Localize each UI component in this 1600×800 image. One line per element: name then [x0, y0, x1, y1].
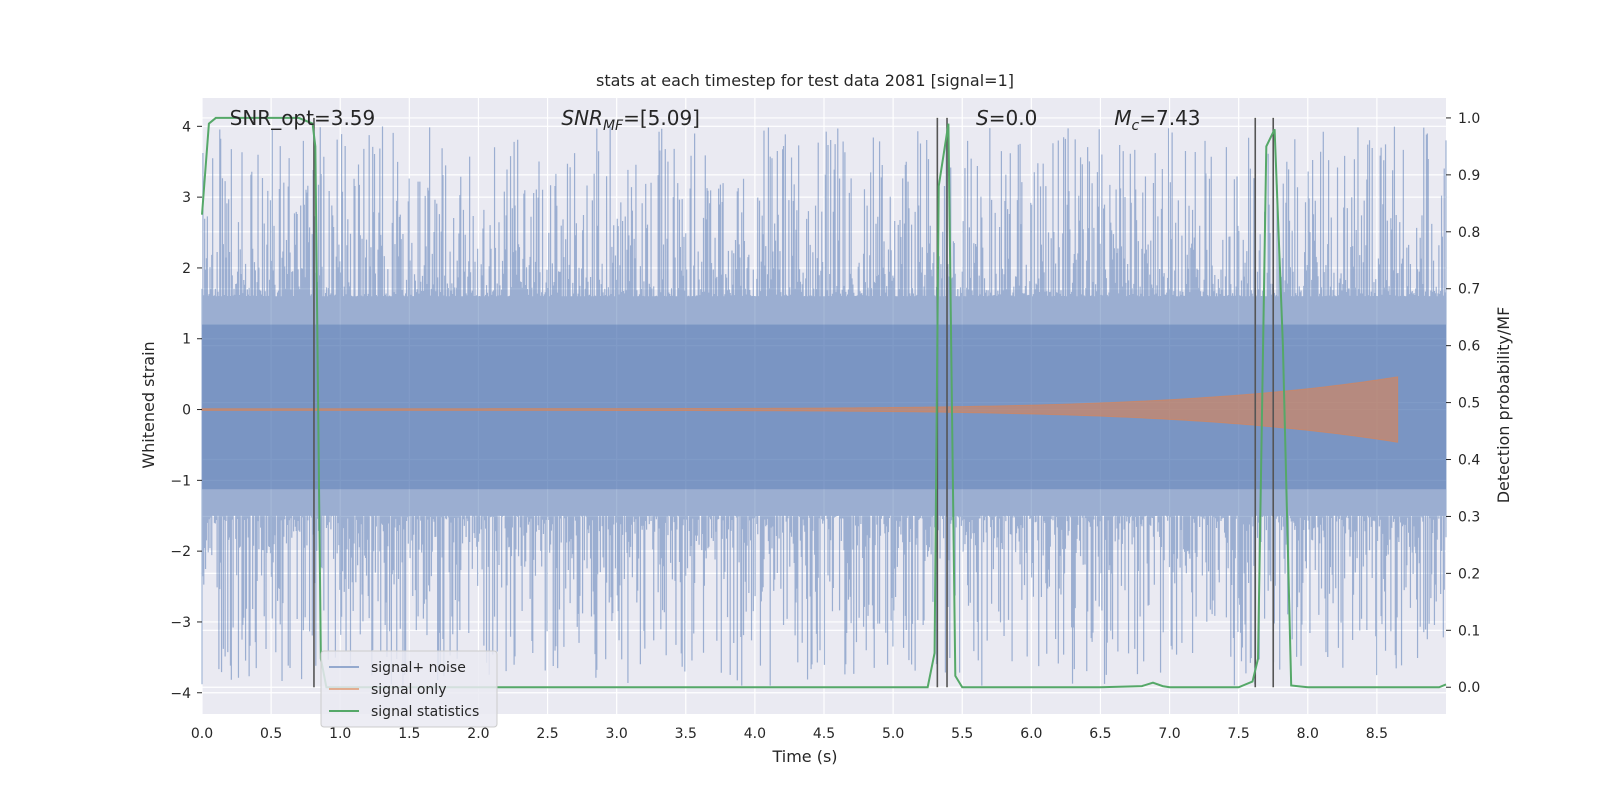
x-tick-label: 1.0: [329, 726, 351, 742]
y-tick-label-left: 4: [182, 119, 191, 135]
y-tick-label-right: 0.0: [1458, 680, 1480, 696]
x-tick-label: 6.5: [1089, 726, 1111, 742]
y-axis-right-label: Detection probability/MF: [1494, 307, 1513, 504]
x-tick-label: 5.0: [882, 726, 904, 742]
y-tick-label-right: 0.3: [1458, 509, 1480, 525]
legend-frame: [320, 650, 498, 728]
y-tick-label-right: 0.4: [1458, 453, 1480, 469]
legend: signal+ noise signal only signal statist…: [320, 650, 498, 728]
y-tick-label-left: 2: [182, 261, 191, 277]
series-signal-noise: [201, 126, 1447, 686]
y-tick-label-left: −1: [170, 473, 191, 489]
series-signal-statistics: [201, 116, 1447, 689]
x-tick-label: 4.0: [744, 726, 766, 742]
y-tick-label-right: 0.7: [1458, 282, 1480, 298]
x-tick-label: 3.5: [675, 726, 697, 742]
y-tick-label-right: 0.8: [1458, 225, 1480, 241]
legend-label-signal-statistics: signal statistics: [371, 704, 479, 720]
legend-label-signal-only: signal only: [371, 682, 446, 698]
x-tick-label: 8.0: [1297, 726, 1319, 742]
x-tick-label: 0.0: [191, 726, 213, 742]
y-tick-label-right: 1.0: [1458, 111, 1480, 127]
y-tick-label-right: 0.6: [1458, 339, 1480, 355]
chart-title: stats at each timestep for test data 208…: [596, 71, 1014, 90]
x-tick-label: 4.5: [813, 726, 835, 742]
series-signal-only: [201, 376, 1399, 443]
x-tick-label: 7.0: [1158, 726, 1180, 742]
x-tick-label: 5.5: [951, 726, 973, 742]
x-axis-label: Time (s): [771, 747, 837, 766]
x-tick-label: 0.5: [260, 726, 282, 742]
x-tick-label: 2.5: [536, 726, 558, 742]
annotation-0: SNR_opt=3.59: [230, 106, 376, 130]
y-tick-label-right: 0.2: [1458, 566, 1480, 582]
annotation-2: S=0.0: [976, 106, 1037, 130]
x-tick-label: 6.0: [1020, 726, 1042, 742]
y-tick-label-left: −2: [170, 544, 191, 560]
annotation-3: Mc=7.43: [1114, 106, 1200, 134]
x-tick-label: 8.5: [1366, 726, 1388, 742]
y-tick-label-left: 1: [182, 332, 191, 348]
y-tick-label-right: 0.1: [1458, 623, 1480, 639]
x-tick-label: 7.5: [1228, 726, 1250, 742]
y-tick-label-left: 3: [182, 190, 191, 206]
y-tick-label-left: −4: [170, 686, 191, 702]
annotation-1: SNRMF=[5.09]: [561, 106, 700, 134]
y-tick-label-right: 0.9: [1458, 168, 1480, 184]
y-tick-label-right: 0.5: [1458, 396, 1480, 412]
y-axis-left-label: Whitened strain: [139, 341, 158, 468]
x-tick-label: 1.5: [398, 726, 420, 742]
legend-label-signal-noise: signal+ noise: [371, 660, 466, 676]
x-tick-label: 3.0: [606, 726, 628, 742]
x-tick-label: 2.0: [467, 726, 489, 742]
y-tick-label-left: −3: [170, 615, 191, 631]
y-tick-label-left: 0: [182, 403, 191, 419]
